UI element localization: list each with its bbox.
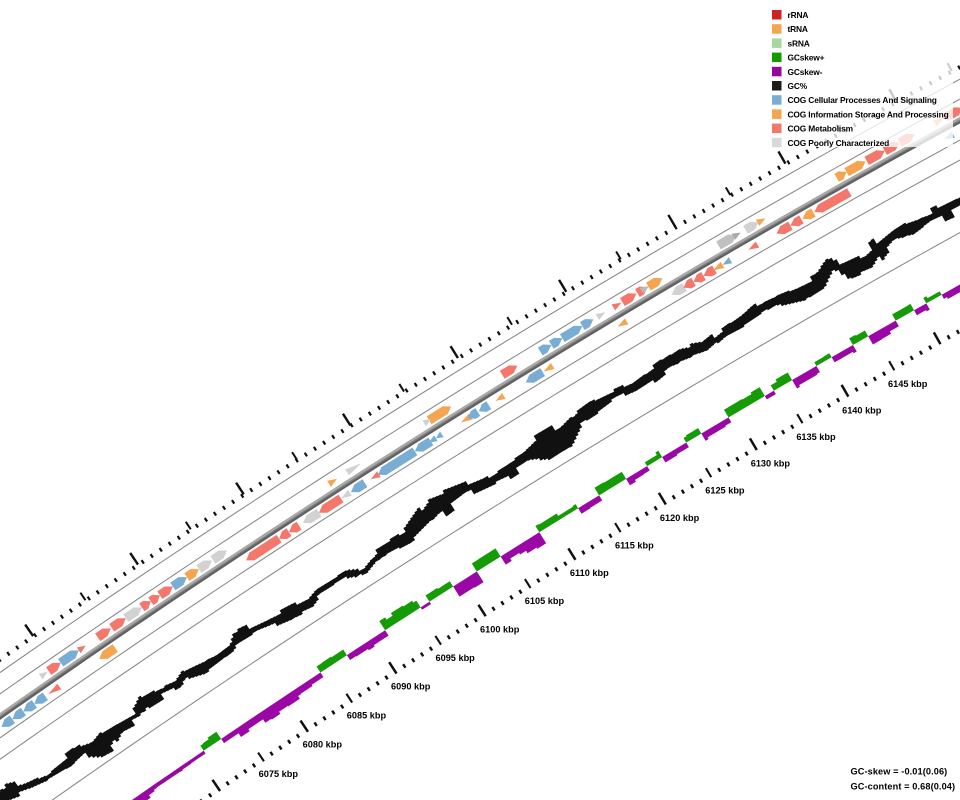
svg-text:COG Information Storage And Pr: COG Information Storage And Processing [788,109,949,119]
svg-text:6090 kbp: 6090 kbp [391,682,431,692]
svg-text:COG Cellular Processes And Sig: COG Cellular Processes And Signaling [788,95,937,105]
svg-text:6075 kbp: 6075 kbp [259,769,299,779]
svg-text:GC-skew = -0.01(0.06): GC-skew = -0.01(0.06) [851,767,948,777]
svg-text:6135 kbp: 6135 kbp [796,432,836,442]
svg-text:sRNA: sRNA [788,38,810,48]
svg-text:tRNA: tRNA [788,24,808,34]
svg-text:6105 kbp: 6105 kbp [525,596,565,606]
svg-text:6070 kbp: 6070 kbp [215,799,255,800]
svg-text:GC-content = 0.68(0.04): GC-content = 0.68(0.04) [851,782,956,792]
svg-text:6140 kbp: 6140 kbp [842,405,882,415]
svg-text:6145 kbp: 6145 kbp [888,379,928,389]
svg-text:COG Poorly Characterized: COG Poorly Characterized [788,138,890,148]
svg-text:6085 kbp: 6085 kbp [347,710,387,720]
svg-text:6100 kbp: 6100 kbp [480,624,520,634]
svg-text:6080 kbp: 6080 kbp [303,740,343,750]
svg-text:GC%: GC% [788,81,808,91]
svg-text:6125 kbp: 6125 kbp [705,486,745,496]
svg-text:COG Metabolism: COG Metabolism [788,124,853,134]
svg-text:6115 kbp: 6115 kbp [615,540,654,550]
svg-text:6095 kbp: 6095 kbp [435,653,475,663]
svg-text:rRNA: rRNA [788,10,809,20]
svg-text:6130 kbp: 6130 kbp [751,459,791,469]
svg-text:6110 kbp: 6110 kbp [570,568,609,578]
svg-text:GCskew-: GCskew- [788,67,823,77]
svg-text:GCskew+: GCskew+ [788,53,825,63]
svg-text:6120 kbp: 6120 kbp [660,513,700,523]
